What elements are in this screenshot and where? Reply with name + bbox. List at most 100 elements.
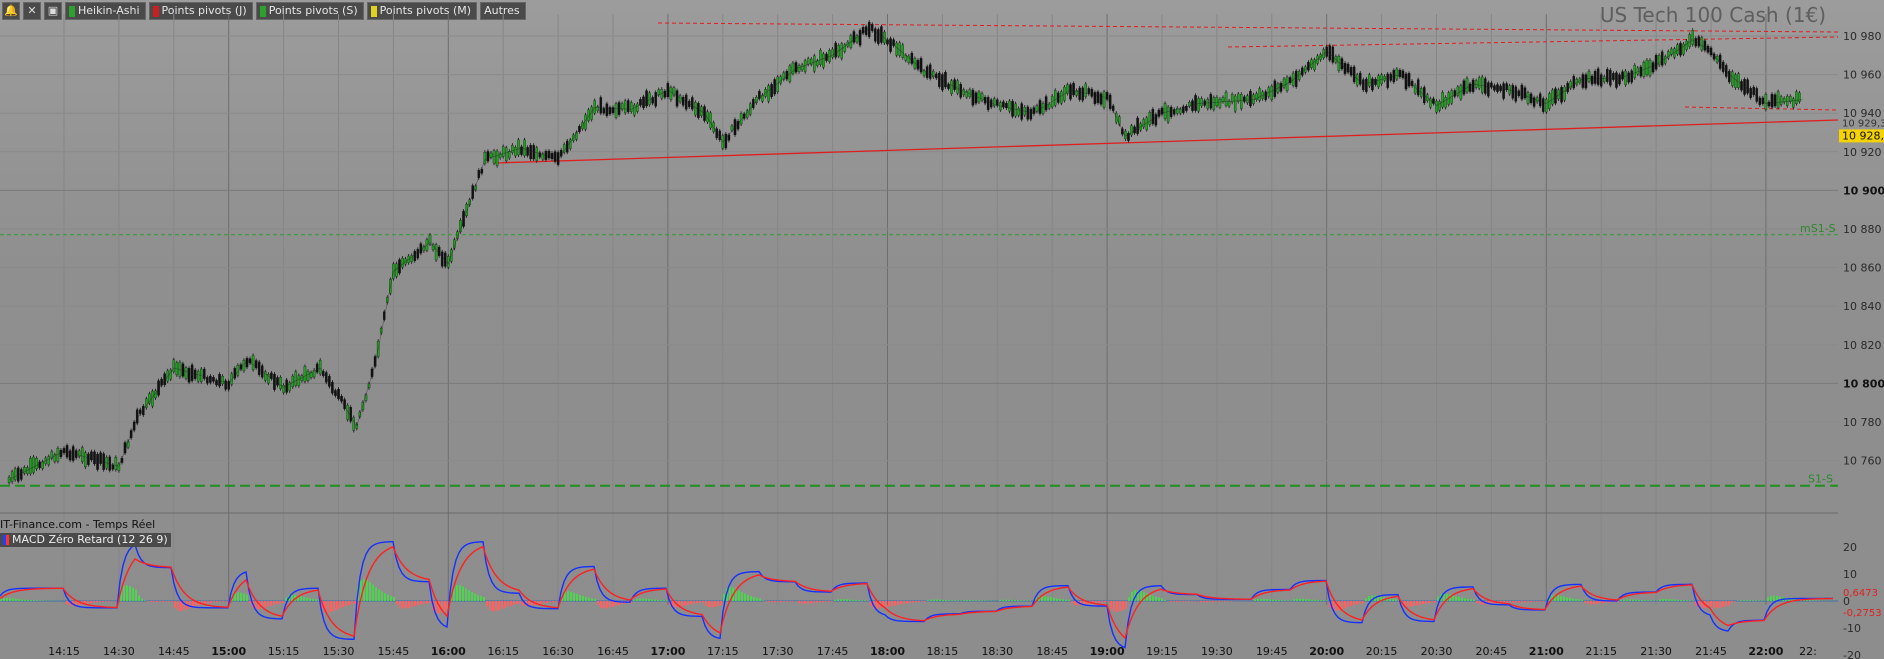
macd-histogram-bar: [1272, 599, 1274, 601]
toolbar-button-label: Heikin-Ashi: [78, 4, 140, 17]
macd-histogram-bar: [249, 601, 251, 604]
price-tick-label: 10 960: [1843, 69, 1882, 82]
price-candle: [276, 377, 279, 386]
macd-histogram-bar: [1059, 598, 1061, 601]
toolbar-button-pivots-monthly[interactable]: Points pivots (M): [366, 2, 478, 20]
macd-histogram-bar: [183, 601, 185, 611]
macd-histogram-bar: [681, 601, 683, 607]
price-candle: [1615, 72, 1618, 88]
macd-histogram-bar: [1209, 601, 1211, 603]
macd-histogram-bar: [840, 599, 842, 601]
price-candle: [993, 98, 996, 107]
macd-histogram-bar: [1575, 598, 1577, 601]
price-candle: [267, 374, 270, 384]
macd-histogram-bar: [1125, 601, 1127, 609]
price-candle: [288, 382, 291, 391]
toolbar-button-others[interactable]: Autres: [480, 2, 526, 20]
price-candle: [1185, 106, 1188, 111]
price-candle: [596, 106, 600, 111]
macd-histogram-bar: [372, 584, 374, 601]
macd-histogram-bar: [804, 601, 806, 604]
price-candle: [221, 376, 224, 385]
window-icon[interactable]: ▣: [44, 2, 62, 20]
price-candle: [724, 133, 728, 149]
pivot-ms1-label: mS1-S: [1800, 222, 1836, 235]
macd-histogram-bar: [1752, 600, 1754, 601]
macd-histogram-bar: [1584, 601, 1586, 603]
close-icon[interactable]: ✕: [23, 2, 41, 20]
toolbar-button-heikin-ashi[interactable]: Heikin-Ashi: [65, 2, 146, 20]
toolbar-button-pivots-weekly[interactable]: Points pivots (S): [255, 2, 364, 20]
macd-histogram-bar: [123, 586, 125, 601]
macd-histogram-bar: [615, 601, 617, 606]
price-tick-label: 10 920: [1843, 146, 1882, 159]
price-candle: [1243, 96, 1246, 102]
price-candle: [663, 90, 667, 98]
price-candle: [1020, 103, 1023, 120]
macd-histogram-bar: [1686, 600, 1688, 601]
price-candle: [623, 100, 627, 113]
macd-histogram-bar: [1269, 599, 1271, 601]
macd-indicator-label[interactable]: MACD Zéro Retard (12 26 9): [0, 533, 171, 547]
macd-histogram-bar: [654, 599, 656, 601]
bell-icon[interactable]: 🔔: [2, 2, 20, 20]
price-candle: [691, 97, 694, 110]
price-candle: [203, 368, 206, 379]
macd-histogram-bar: [237, 592, 239, 601]
price-candle: [1255, 93, 1258, 100]
price-candle: [1404, 73, 1408, 90]
price-candle: [447, 256, 450, 268]
macd-histogram-bar: [219, 601, 221, 602]
macd-histogram-bar: [33, 600, 35, 601]
macd-histogram-bar: [843, 599, 845, 601]
price-candle: [871, 24, 874, 31]
macd-histogram-bar: [969, 600, 971, 601]
price-candle: [1087, 88, 1091, 94]
macd-histogram-bar: [159, 601, 161, 602]
macd-histogram-bar: [1263, 598, 1265, 601]
macd-tick-label: -10: [1843, 622, 1861, 635]
macd-histogram-bar: [90, 601, 92, 603]
macd-histogram-bar: [687, 601, 689, 606]
price-candle: [840, 43, 844, 59]
macd-histogram-bar: [1530, 601, 1532, 602]
price-candle: [297, 375, 301, 386]
macd-histogram-bar: [918, 601, 920, 602]
price-candle: [59, 449, 63, 457]
price-candle: [602, 108, 606, 114]
price-candle: [959, 84, 962, 98]
price-candle: [184, 367, 188, 379]
macd-histogram-bar: [564, 591, 566, 601]
macd-histogram-bar: [1620, 600, 1622, 601]
macd-histogram-bar: [870, 601, 872, 607]
time-tick-label: 15:30: [323, 645, 355, 658]
macd-histogram-bar: [408, 601, 410, 608]
price-candle: [1792, 98, 1795, 108]
macd-histogram-bar: [120, 590, 122, 601]
trendline-channel: [1227, 36, 1839, 48]
macd-histogram-bar: [27, 599, 29, 601]
macd-histogram-bar: [813, 601, 815, 603]
macd-histogram-bar: [1746, 600, 1748, 601]
price-candle: [1514, 86, 1518, 102]
macd-histogram-bar: [777, 601, 779, 603]
price-candle: [1002, 101, 1005, 108]
price-candle: [440, 251, 444, 267]
price-candle: [895, 42, 898, 56]
macd-histogram-bar: [1635, 599, 1637, 601]
macd-line: [0, 541, 1834, 649]
price-candle: [758, 91, 761, 99]
price-candle: [1359, 72, 1362, 85]
macd-histogram-bar: [1809, 600, 1811, 601]
toolbar-button-pivots-daily[interactable]: Points pivots (J): [148, 2, 253, 20]
price-candle: [1636, 67, 1640, 75]
price-candle: [1179, 109, 1182, 114]
macd-histogram-bar: [930, 599, 932, 601]
macd-histogram-bar: [852, 599, 854, 601]
price-candle: [1157, 109, 1161, 117]
price-candle: [965, 91, 969, 98]
macd-histogram-bar: [588, 597, 590, 601]
price-candle: [273, 373, 276, 390]
macd-histogram-bar: [192, 601, 194, 608]
